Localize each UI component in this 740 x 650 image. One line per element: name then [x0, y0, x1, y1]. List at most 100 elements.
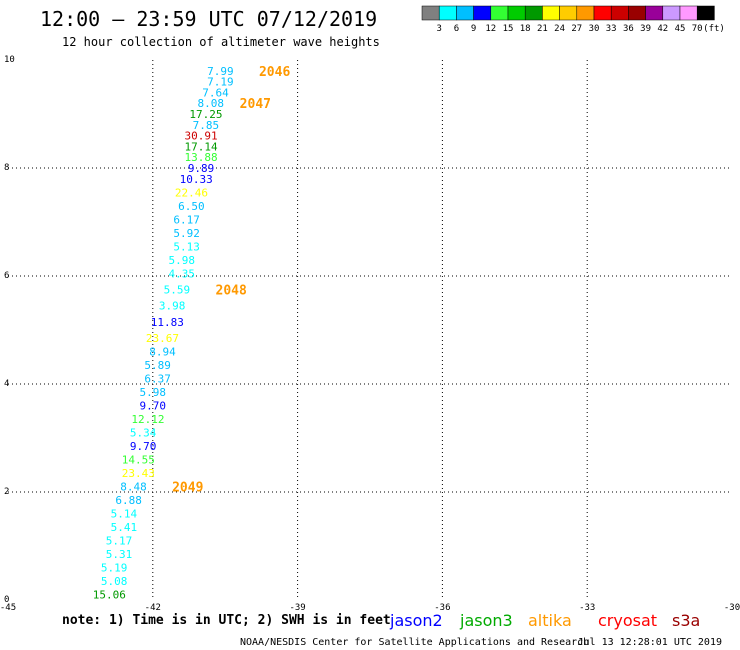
wave-height-label: 17.25 [189, 108, 222, 121]
wave-height-label: 5.14 [111, 508, 138, 521]
wave-height-label: 17.14 [185, 140, 218, 153]
wave-height-label: 6.37 [144, 373, 171, 386]
colorbar-swatch [662, 5, 681, 21]
wave-height-label: 23.67 [146, 332, 179, 345]
x-tick-label: -42 [145, 603, 161, 613]
wave-height-label: 8.48 [120, 481, 147, 494]
pass-number-label: 2048 [216, 284, 247, 299]
wave-height-label: 10.33 [180, 173, 213, 186]
wave-height-label: 7.19 [207, 76, 234, 89]
pass-number-label: 2047 [240, 97, 271, 112]
axis-tick-labels: -45 -42 -39 -36 -33 -30 0 2 4 6 8 10 [0, 55, 740, 613]
wave-height-label: 5.19 [101, 562, 128, 575]
wave-height-label: 15.06 [93, 589, 126, 602]
wave-height-label: 3.98 [159, 300, 186, 313]
wave-height-label: 6.17 [173, 213, 200, 226]
colorbar-swatch [542, 5, 560, 21]
colorbar-swatch [645, 5, 664, 21]
colorbar-swatch [559, 5, 578, 21]
colorbar-label: 27 [571, 24, 582, 34]
colorbar-label: 15 [503, 24, 514, 34]
wave-height-label: 9.70 [140, 400, 167, 413]
x-tick-label: -45 [0, 603, 16, 613]
colorbar-swatch [421, 5, 440, 21]
wave-height-label: 8.94 [149, 346, 176, 359]
wave-height-label: 22.46 [175, 186, 208, 199]
colorbar-label: 33 [606, 24, 617, 34]
colorbar-label: 18 [520, 24, 531, 34]
y-tick-label: 2 [4, 487, 9, 497]
colorbar-swatch [628, 5, 646, 21]
footer-note: note: 1) Time is in UTC; 2) SWH is in fe… [62, 613, 391, 628]
wave-height-label: 5.31 [106, 548, 133, 561]
x-tick-label: -39 [289, 603, 305, 613]
wave-height-label: 6.88 [115, 494, 142, 507]
colorbar-label: 42 [657, 24, 668, 34]
wave-height-label: 23.43 [122, 467, 155, 480]
colorbar-label: 45 [675, 24, 686, 34]
colorbar-swatch [576, 5, 595, 21]
y-tick-label: 6 [4, 271, 9, 281]
x-tick-label: -33 [579, 603, 595, 613]
y-tick-label: 4 [4, 379, 9, 389]
colorbar-label: 6 [454, 24, 459, 34]
grid-lines [8, 60, 732, 600]
wave-height-label: 5.17 [106, 535, 133, 548]
satellite-legend: jason2 jason3 altika cryosat s3a [389, 611, 700, 630]
satellite-name-altika: altika [528, 611, 572, 630]
colorbar-swatch [679, 5, 698, 21]
colorbar-swatch [456, 5, 474, 21]
credit-line: NOAA/NESDIS Center for Satellite Applica… [240, 637, 589, 648]
colorbar-label: 21 [537, 24, 548, 34]
x-tick-label: -30 [724, 603, 740, 613]
wave-height-label: 14.55 [122, 454, 155, 467]
colorbar-label: 30 [589, 24, 600, 34]
pass-number-label: 2049 [172, 481, 203, 496]
y-tick-label: 10 [4, 55, 15, 65]
wave-height-label: 13.88 [185, 151, 218, 164]
wave-height-label: 5.98 [169, 254, 196, 267]
wave-height-label: 5.13 [173, 240, 200, 253]
colorbar-swatch [490, 5, 509, 21]
wave-height-label: 5.41 [111, 521, 138, 534]
satellite-name-cryosat: cryosat [598, 611, 657, 630]
wave-height-label: 5.08 [101, 575, 128, 588]
wave-height-label: 8.08 [197, 97, 224, 110]
satellite-name-jason2: jason2 [389, 611, 443, 630]
satellite-name-jason3: jason3 [459, 611, 513, 630]
wave-height-label: 5.59 [164, 284, 191, 297]
chart-title: 12:00 – 23:59 UTC 07/12/2019 [40, 7, 377, 31]
wave-height-label: 5.92 [173, 227, 200, 240]
timestamp: Jul 13 12:28:01 UTC 2019 [578, 637, 723, 648]
wave-height-label: 9.89 [188, 162, 215, 175]
wave-height-label: 7.85 [193, 119, 220, 132]
wave-height-label: 11.83 [151, 316, 184, 329]
data-points: 7.997.197.648.0817.257.8530.9117.1413.88… [93, 65, 234, 602]
y-tick-label: 0 [4, 595, 9, 605]
pass-number-label: 2046 [259, 65, 290, 80]
colorbar-swatch [610, 5, 629, 21]
wave-height-label: 4.35 [169, 267, 196, 280]
x-tick-label: -36 [434, 603, 450, 613]
wave-height-label: 12.12 [131, 413, 164, 426]
colorbar-swatch [524, 5, 543, 21]
colorbar-swatch [507, 5, 526, 21]
colorbar-unit: (ft) [703, 24, 725, 34]
colorbar-label: 12 [485, 24, 496, 34]
wave-height-label: 5.34 [130, 427, 157, 440]
colorbar-label: 39 [640, 24, 651, 34]
wave-height-label: 30.91 [185, 130, 218, 143]
colorbar-label: 36 [623, 24, 634, 34]
colorbar-label: 70 [692, 24, 703, 34]
wave-height-label: 5.98 [140, 386, 167, 399]
satellite-name-s3a: s3a [672, 611, 700, 630]
wave-height-label: 6.50 [178, 200, 205, 213]
colorbar-swatch [696, 5, 715, 21]
colorbar-swatch [438, 5, 457, 21]
colorbar-label: 9 [471, 24, 476, 34]
colorbar-swatch [593, 5, 612, 21]
wave-height-label: 9.70 [130, 440, 157, 453]
colorbar-label: 3 [436, 24, 441, 34]
